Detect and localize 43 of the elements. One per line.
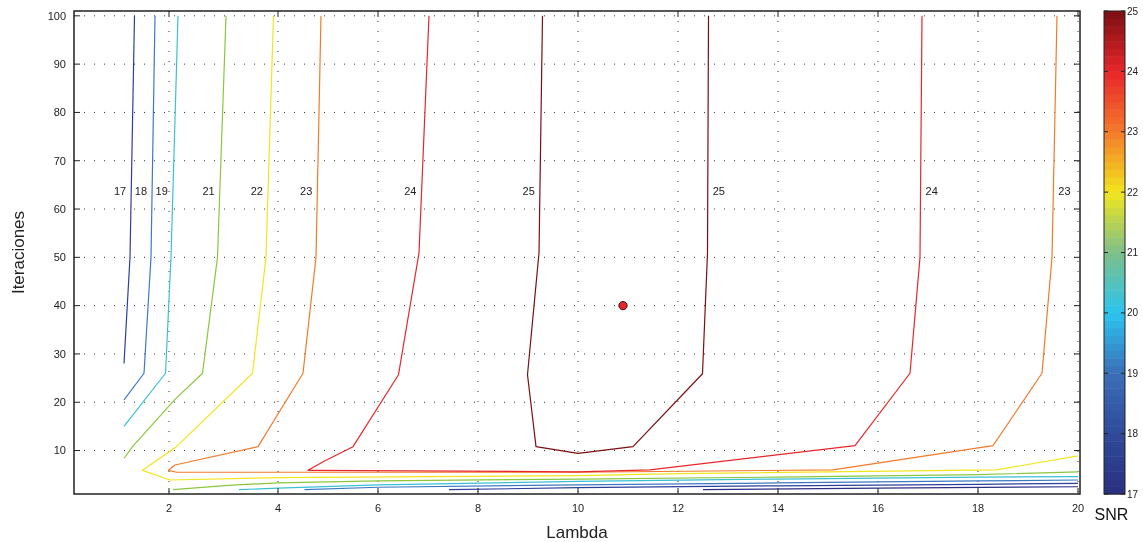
y-tick-label: 30 bbox=[53, 347, 66, 360]
series-label: 22 bbox=[250, 184, 263, 197]
series-label: 18 bbox=[134, 184, 148, 197]
y-tick-label: 100 bbox=[47, 9, 66, 22]
x-tick-label: 8 bbox=[474, 502, 482, 514]
series-label: 17 bbox=[113, 184, 127, 197]
x-tick-label: 20 bbox=[1071, 502, 1085, 514]
color-bar-label: 17 bbox=[1127, 488, 1139, 500]
x-tick-label: 16 bbox=[871, 502, 885, 514]
x-tick-label: 6 bbox=[374, 502, 382, 514]
color-bar-label: 25 bbox=[1127, 5, 1139, 17]
text: 25 bbox=[522, 184, 535, 197]
x-tick-label: 4 bbox=[274, 502, 282, 514]
y-tick-label: 90 bbox=[53, 57, 66, 70]
color-bar-label: 23 bbox=[1127, 126, 1139, 138]
text: 24 bbox=[925, 184, 938, 197]
color-bar-label: 24 bbox=[1127, 65, 1139, 77]
y-tick-label: 20 bbox=[53, 396, 66, 409]
text: 23 bbox=[300, 184, 313, 197]
y-tick-label: 10 bbox=[53, 444, 66, 457]
color-bar-title: SNR bbox=[1094, 506, 1129, 523]
y-tick-label: 40 bbox=[53, 299, 66, 312]
y-tick-label: 70 bbox=[53, 154, 66, 167]
y-tick-label: 80 bbox=[53, 106, 66, 119]
color-bar-label: 19 bbox=[1127, 367, 1139, 379]
color-bar-label: 20 bbox=[1127, 307, 1139, 319]
x-tick-label: 10 bbox=[571, 502, 585, 514]
series-label: 19 bbox=[155, 184, 168, 197]
x-tick-label: 2 bbox=[165, 502, 173, 514]
y-tick-label: 50 bbox=[53, 251, 66, 264]
x-tick-label: 12 bbox=[671, 502, 685, 514]
y-tick-label: 60 bbox=[53, 202, 66, 215]
color-bar-label: 21 bbox=[1127, 247, 1139, 258]
series-label: 25 bbox=[712, 184, 725, 197]
series-label: 23 bbox=[1058, 184, 1071, 197]
y-axis-title: Iteraciones bbox=[9, 210, 28, 295]
series-label: 21 bbox=[202, 184, 215, 197]
x-tick-label: 18 bbox=[971, 502, 985, 514]
color-bar-label: 18 bbox=[1127, 428, 1139, 440]
color-bar-label: 22 bbox=[1127, 186, 1139, 198]
x-axis-title: Lambda bbox=[546, 523, 609, 542]
series-label: 24 bbox=[404, 184, 417, 197]
x-tick-label: 14 bbox=[771, 502, 785, 514]
